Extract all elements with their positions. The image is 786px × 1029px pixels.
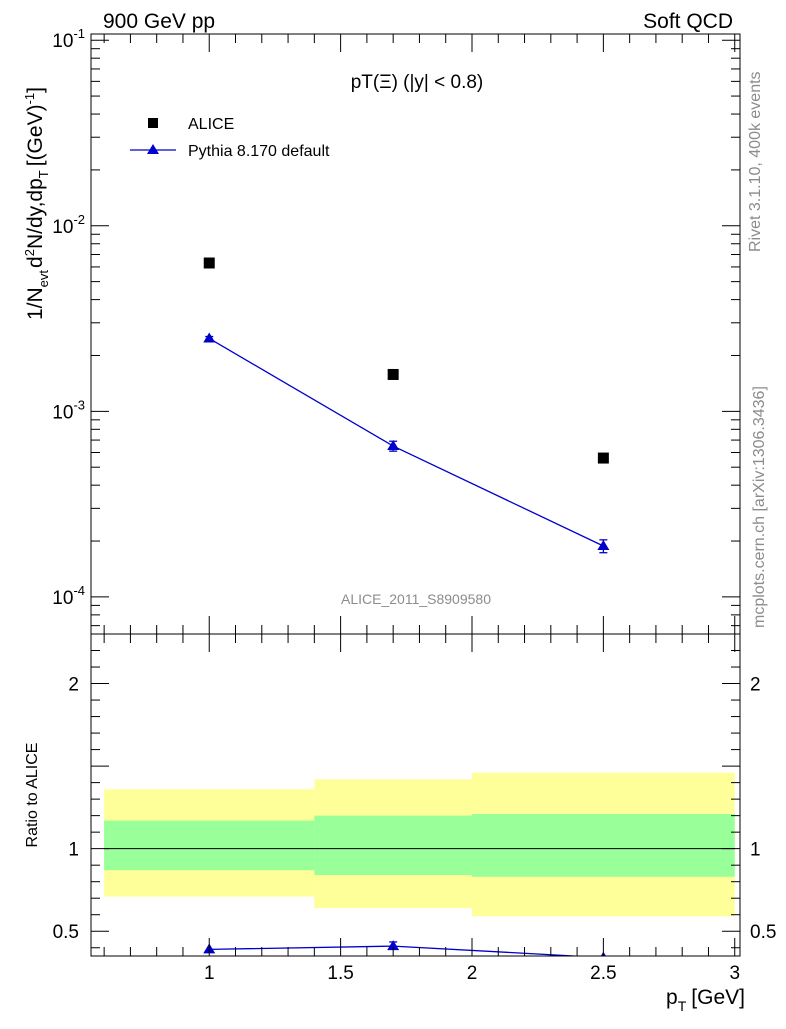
x-tick-label: 1.5: [327, 963, 353, 984]
legend-label-pythia: Pythia 8.170 default: [188, 143, 330, 160]
main-y-tick-labels: 10-1 10-2 10-3 10-4: [52, 26, 85, 609]
stat-uncertainty-band: [314, 815, 472, 876]
x-axis-label: pT [GeV]: [666, 986, 745, 1014]
pythia-line: [208, 337, 604, 547]
x-tick-label: 1: [204, 963, 215, 984]
stat-uncertainty-band: [104, 820, 315, 871]
pythia-point: [387, 440, 400, 451]
ratio-panel-frame: [90, 633, 741, 957]
x-tick-label: 2: [467, 963, 478, 984]
panel-title: pT(Ξ) (|y| < 0.8): [351, 72, 484, 93]
stat-uncertainty-band: [471, 813, 735, 877]
ratio-y-tick-label-right: 1: [750, 840, 761, 861]
ratio-y-axis-label: Ratio to ALICE: [24, 743, 41, 848]
header-left: 900 GeV pp: [103, 10, 215, 33]
ratio-panel: 0.5 0.5 1 1 2 2 1 1.5 2 2.5 3 Ratio to ALICE pT [Ge…: [24, 633, 777, 1014]
pythia-point: [203, 332, 216, 343]
main-axis-ticks: [91, 34, 740, 634]
ratio-y-tick-label-right: 0.5: [750, 922, 776, 943]
pythia-point: [597, 540, 610, 551]
ratio-y-tick-label-right: 2: [750, 675, 761, 696]
ratio-axis-ticks: [91, 634, 740, 956]
legend-marker-pythia: [147, 144, 159, 154]
analysis-label: ALICE_2011_S8909580: [341, 591, 491, 607]
legend-marker-alice: [148, 118, 158, 128]
x-tick-label: 3: [729, 963, 740, 984]
rivet-version-label: Rivet 3.1.10, 400k events: [747, 71, 764, 252]
ratio-y-tick-label-left: 1: [68, 840, 79, 861]
header-right: Soft QCD: [643, 10, 733, 33]
legend-label-alice: ALICE: [188, 116, 234, 133]
ratio-point: [387, 940, 400, 951]
ratio-plot-area: [104, 772, 735, 956]
mcplots-label: mcplots.cern.ch [arXiv:1306.3436]: [751, 386, 768, 628]
ratio-y-tick-label-left: 2: [68, 675, 79, 696]
main-panel: 10-1 10-2 10-3 10-4 pT(Ξ) (|y| < 0.8) ALICE…: [22, 26, 741, 635]
ratio-tick-labels: 0.5 0.5 1 1 2 2 1 1.5 2 2.5 3: [53, 675, 777, 984]
ratio-y-tick-label-left: 0.5: [53, 922, 79, 943]
x-tick-label: 2.5: [590, 963, 616, 984]
y-tick-label: 10-2: [52, 212, 85, 238]
ratio-series: [203, 940, 606, 956]
main-plot-area: [203, 257, 610, 554]
y-tick-label: 10-3: [52, 397, 85, 423]
y-tick-label: 10-1: [52, 26, 85, 52]
main-y-axis-label: 1/Nevtd2N/dy,dpT[(GeV)-1]: [22, 87, 51, 320]
alice-point: [597, 452, 609, 464]
alice-point: [387, 368, 399, 380]
y-tick-label: 10-4: [52, 583, 85, 609]
alice-point: [203, 257, 215, 269]
legend: ALICE Pythia 8.170 default: [130, 116, 330, 160]
